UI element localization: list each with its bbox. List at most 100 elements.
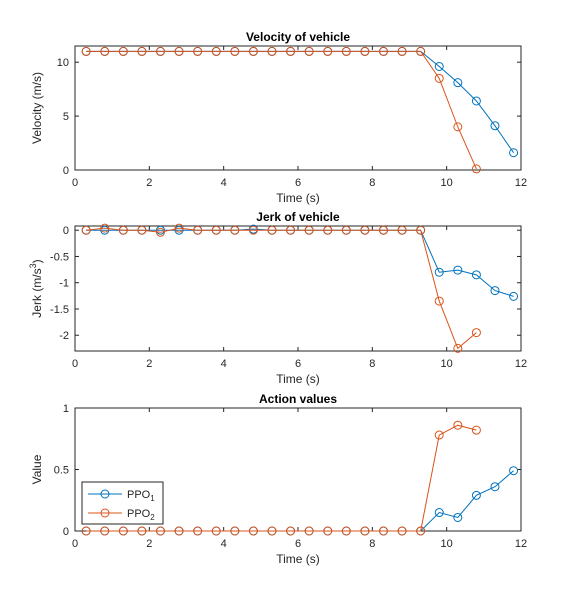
chart-title: Jerk of vehicle: [256, 210, 340, 224]
legend-entry-subscript: 1: [150, 494, 155, 503]
y-axis-label-text: Jerk (m/s: [30, 268, 44, 317]
series-2-marker: [267, 46, 277, 56]
series-2-marker: [155, 46, 165, 56]
series-2-marker: [81, 225, 91, 235]
series-2-marker: [118, 46, 128, 56]
subplot-1: 0 2 4 6 8 10 12 0 5 10 Velocity of vehicle Time (s)…: [30, 30, 527, 205]
series-2-marker: [100, 223, 110, 233]
legend-box: [81, 481, 164, 525]
y-tick-label: 10: [57, 57, 69, 69]
series-2-marker: [211, 46, 221, 56]
series-2-marker: [378, 46, 388, 56]
x-tick-label: 6: [295, 538, 301, 550]
series-1-marker: [490, 286, 500, 296]
series-1-marker: [490, 121, 500, 131]
y-axis-label-end: ): [30, 259, 44, 263]
series-2-marker: [286, 526, 296, 536]
series-2-marker: [81, 526, 91, 536]
legend-entry-name: PPO: [127, 508, 151, 520]
series-1-marker: [434, 267, 444, 277]
series-2-marker: [155, 227, 165, 237]
series-2-marker: [286, 46, 296, 56]
series-1-marker: [453, 265, 463, 275]
series-1-marker: [453, 78, 463, 88]
series-2-marker: [323, 46, 333, 56]
series-1-marker: [509, 466, 519, 476]
x-tick-label: 0: [72, 538, 78, 550]
series-2-marker: [230, 46, 240, 56]
x-tick-label: 8: [369, 358, 375, 370]
series-2-marker: [230, 225, 240, 235]
x-tick-label: 10: [441, 177, 453, 189]
series-2-marker: [416, 526, 426, 536]
x-tick-label: 4: [221, 358, 227, 370]
subplot-2: 0 2 4 6 8 10 12 0 -0.5 -1 -1.5 -2 Jerk of vehicle Tim…: [28, 210, 527, 386]
series-1-marker: [490, 482, 500, 492]
legend-entry-subscript: 2: [150, 513, 155, 522]
series-1-marker: [471, 270, 481, 280]
x-tick-label: 6: [295, 358, 301, 370]
series-2-marker: [304, 526, 314, 536]
y-tick-label: -0.5: [50, 251, 69, 263]
x-tick-label: 2: [146, 358, 152, 370]
series-2-marker: [360, 46, 370, 56]
series-1-marker: [155, 225, 165, 235]
series-2-marker: [137, 225, 147, 235]
y-axis-label-text: Velocity (m/s): [30, 72, 44, 144]
series-2-marker: [304, 225, 314, 235]
legend-entry-name: PPO: [127, 489, 151, 501]
series-2-marker: [453, 343, 463, 353]
x-tick-label: 10: [441, 538, 453, 550]
y-axis-label: Velocity (m/s): [30, 72, 44, 144]
series-2-marker: [230, 526, 240, 536]
y-tick-label: 1: [63, 403, 69, 415]
x-tick-label: 4: [221, 177, 227, 189]
series-2-marker: [397, 225, 407, 235]
x-tick-label: 10: [441, 358, 453, 370]
legend-entry-1: PPO1: [127, 489, 155, 503]
series-2-marker: [286, 225, 296, 235]
legend-entry-2: PPO2: [127, 508, 155, 522]
series-2-marker: [174, 526, 184, 536]
series-2-marker: [174, 223, 184, 233]
series-line-2: [86, 50, 477, 170]
series-2-marker: [378, 526, 388, 536]
series-2-marker: [137, 526, 147, 536]
series-2-marker: [211, 225, 221, 235]
series-1-marker: [509, 148, 519, 158]
series-2-marker: [193, 225, 203, 235]
series-2-marker: [81, 46, 91, 56]
y-tick-label: 0: [63, 225, 69, 237]
series-2-marker: [100, 526, 110, 536]
series-2-marker: [397, 526, 407, 536]
series-2-marker: [118, 225, 128, 235]
x-tick-label: 8: [369, 177, 375, 189]
y-tick-label: -2: [59, 330, 69, 342]
y-tick-label: 5: [63, 111, 69, 123]
series-2-marker: [248, 225, 258, 235]
axes-box: [74, 45, 522, 171]
series-2-marker: [211, 526, 221, 536]
x-tick-label: 2: [146, 538, 152, 550]
series-2-marker: [267, 225, 277, 235]
series-2-marker: [174, 46, 184, 56]
series-2-marker: [193, 526, 203, 536]
y-axis-label: Value: [30, 454, 44, 484]
series-1-marker: [174, 225, 184, 235]
x-tick-label: 6: [295, 177, 301, 189]
x-tick-label: 0: [72, 177, 78, 189]
series-2-marker: [360, 225, 370, 235]
y-tick-label: -1: [59, 278, 69, 290]
series-1-marker: [434, 508, 444, 518]
y-axis-label-text: Value: [30, 454, 44, 484]
series-line-2: [86, 424, 477, 532]
series-2-marker: [471, 425, 481, 435]
chart-title: Velocity of vehicle: [246, 30, 350, 44]
x-axis-label: Time (s): [276, 552, 320, 566]
series-2-marker: [434, 73, 444, 83]
series-2-marker: [397, 46, 407, 56]
x-axis-label: Time (s): [276, 372, 320, 386]
y-tick-label: -1.5: [50, 304, 69, 316]
series-line-2: [86, 227, 477, 350]
